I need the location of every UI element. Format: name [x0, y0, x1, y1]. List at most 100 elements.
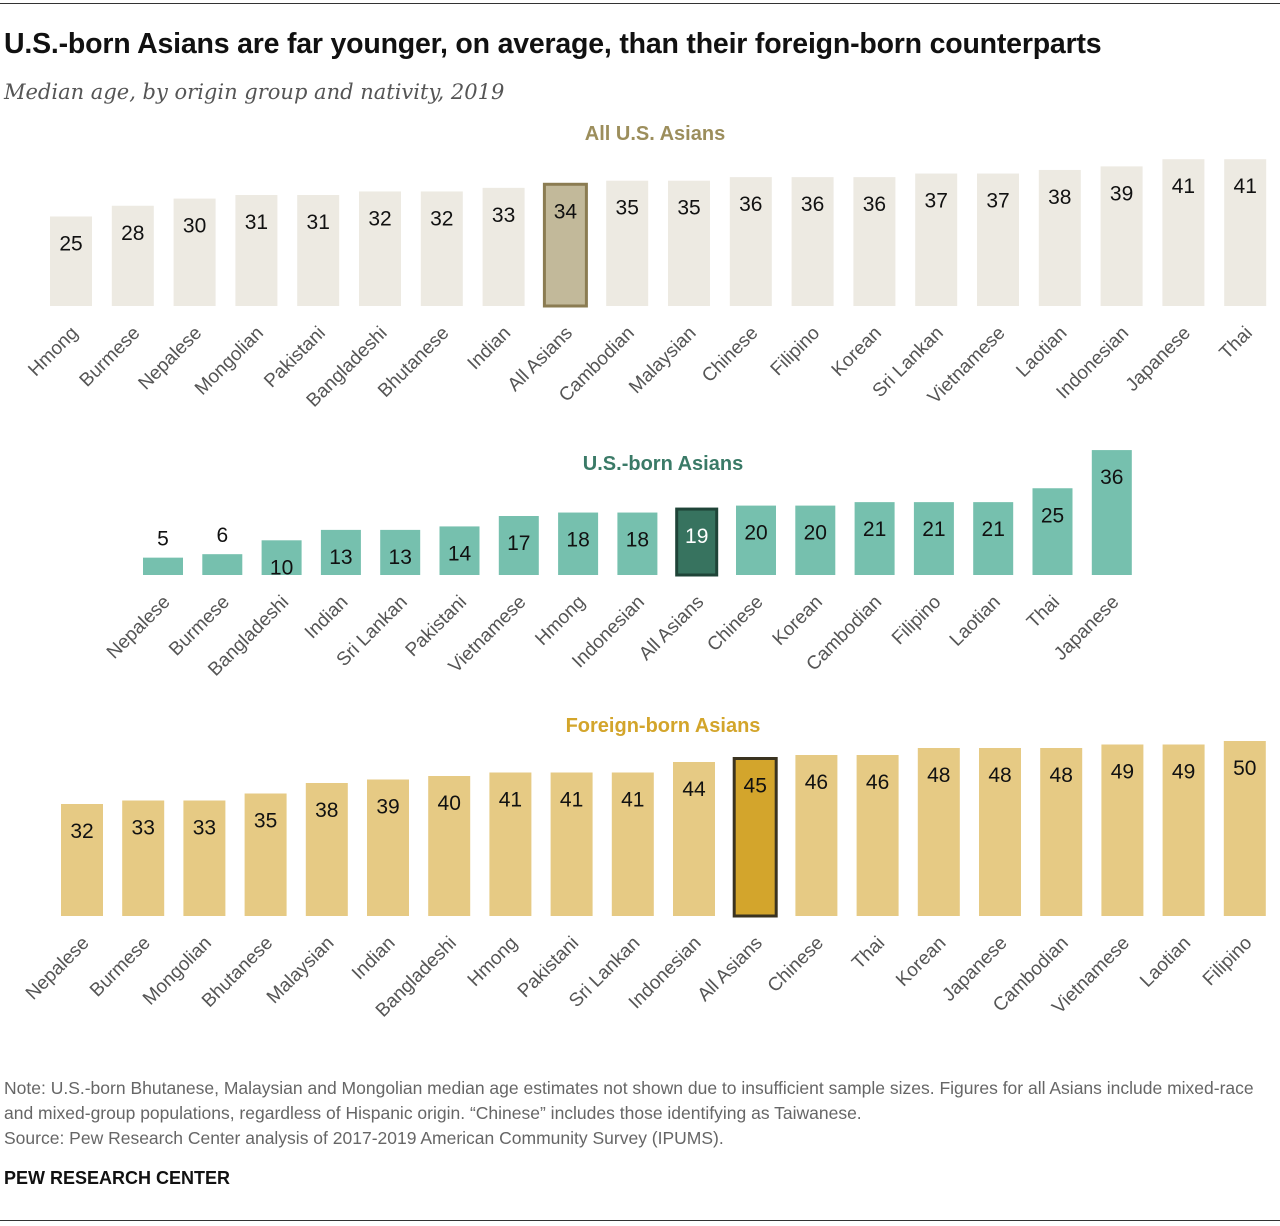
bar-thai — [856, 755, 899, 916]
bar-hmong — [558, 512, 599, 575]
data-label: 49 — [1172, 761, 1195, 784]
bar-mongolian — [183, 800, 226, 916]
data-label: 18 — [626, 529, 649, 552]
bar-korean — [795, 505, 836, 575]
data-label: 20 — [804, 522, 827, 545]
bar-japanese — [979, 748, 1021, 916]
bar-bangladeshi — [428, 776, 471, 916]
category-label: Korean — [769, 592, 827, 650]
data-label: 36 — [1100, 466, 1123, 489]
bar-japanese — [1091, 450, 1132, 575]
bar-laotian — [973, 502, 1014, 575]
data-label: 38 — [315, 799, 338, 822]
data-label: 21 — [863, 518, 886, 541]
bar-indian — [367, 779, 409, 916]
category-label: Indian — [301, 592, 352, 643]
data-label: 35 — [677, 197, 700, 220]
category-label: Laotian — [1136, 933, 1195, 992]
bar-burmese — [202, 554, 243, 575]
bar-all-asians — [732, 757, 778, 918]
panel-title: All U.S. Asians — [585, 123, 725, 145]
bar-sri-lankan — [611, 772, 654, 916]
category-label: Thai — [848, 933, 889, 974]
bar-nepalese — [61, 804, 103, 916]
bar-bangladeshi — [261, 540, 302, 575]
data-label: 14 — [448, 542, 472, 565]
note-text: Note: U.S.-born Bhutanese, Malaysian and… — [4, 1078, 1254, 1123]
data-label: 44 — [682, 778, 706, 801]
category-label: Nepalese — [103, 592, 175, 664]
data-label: 48 — [927, 764, 950, 787]
data-label: 50 — [1233, 757, 1256, 780]
data-label: 18 — [566, 529, 589, 552]
data-label: 48 — [1050, 764, 1073, 787]
brand-logo-text: PEW RESEARCH CENTER — [4, 1168, 231, 1188]
bar-bhutanese — [420, 191, 463, 306]
chart-title: U.S.-born Asians are far younger, on ave… — [4, 28, 1102, 60]
category-label: Korean — [892, 933, 950, 991]
bar-pakistani — [550, 772, 593, 916]
category-label: Indian — [464, 323, 515, 374]
data-label: 48 — [988, 764, 1011, 787]
data-label: 33 — [193, 817, 216, 840]
bar-pakistani — [439, 526, 480, 575]
data-label: 32 — [368, 207, 391, 230]
category-label: Malaysian — [263, 933, 338, 1008]
panel-title: U.S.-born Asians — [583, 453, 743, 475]
bar-nepalese — [173, 198, 216, 306]
data-label: 21 — [922, 518, 945, 541]
bar-laotian — [1038, 169, 1081, 306]
bar-cambodian — [606, 180, 649, 306]
category-label: Hmong — [531, 592, 589, 650]
data-label: 40 — [438, 792, 461, 815]
data-label: 33 — [492, 204, 515, 227]
category-label: Chinese — [764, 933, 828, 997]
data-label: 33 — [132, 817, 155, 840]
data-label: 41 — [499, 789, 522, 812]
data-label: 6 — [216, 524, 228, 547]
category-label: Filipino — [1199, 933, 1256, 990]
category-label: Hmong — [464, 933, 522, 991]
data-label: 17 — [507, 532, 530, 555]
bar-sri-lankan — [915, 173, 958, 306]
data-label: 10 — [270, 556, 293, 579]
data-label: 41 — [560, 789, 583, 812]
data-label: 25 — [1041, 504, 1064, 527]
data-label: 37 — [925, 190, 948, 213]
bar-mongolian — [235, 195, 278, 306]
data-label: 28 — [121, 222, 144, 245]
data-label: 41 — [1172, 175, 1195, 198]
bar-vietnamese — [977, 173, 1019, 306]
data-label: 30 — [183, 215, 206, 238]
category-label: Laotian — [946, 592, 1005, 651]
category-label: Malaysian — [625, 323, 700, 398]
data-label: 31 — [245, 211, 268, 234]
data-label: 36 — [863, 193, 886, 216]
bar-pakistani — [297, 195, 340, 306]
bar-indian — [320, 529, 361, 575]
bar-thai — [1224, 159, 1267, 306]
bar-bangladeshi — [359, 191, 401, 306]
bar-chinese — [729, 177, 772, 306]
category-label: Filipino — [767, 323, 824, 380]
data-label: 46 — [866, 771, 889, 794]
category-label: Filipino — [888, 592, 945, 649]
data-label: 35 — [254, 810, 277, 833]
top-rule — [0, 3, 1280, 4]
bar-sri-lankan — [380, 529, 421, 575]
data-label: 49 — [1111, 761, 1134, 784]
category-label: Japanese — [1050, 592, 1123, 665]
bar-hmong — [50, 216, 92, 306]
category-label: Hmong — [24, 323, 82, 381]
category-label: Thai — [1023, 592, 1064, 633]
category-label: Korean — [828, 323, 886, 381]
data-label: 13 — [329, 546, 352, 569]
data-label: 32 — [70, 820, 93, 843]
data-label: 38 — [1048, 186, 1071, 209]
bar-filipino — [791, 177, 834, 306]
bar-indian — [482, 187, 525, 306]
bar-charts: All U.S. Asians 25 Hmong 28 Burmese 30 Nepales… — [22, 123, 1267, 1021]
category-label: Japanese — [1122, 323, 1195, 396]
bar-cambodian — [1040, 748, 1083, 916]
category-label: Thai — [1216, 323, 1257, 364]
